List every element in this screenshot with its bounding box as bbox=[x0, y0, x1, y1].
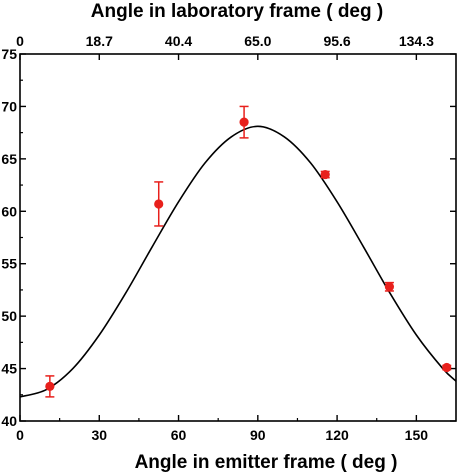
data-point bbox=[442, 362, 452, 373]
y-tick-label: 65 bbox=[1, 151, 17, 167]
y-tick-label: 50 bbox=[1, 308, 17, 324]
point-marker bbox=[442, 362, 452, 373]
data-points-layer bbox=[45, 105, 452, 398]
y-tick-label: 75 bbox=[1, 46, 17, 62]
y-tick-label: 45 bbox=[1, 361, 17, 377]
y-tick-label: 40 bbox=[1, 413, 17, 429]
top-tick-label: 18.7 bbox=[86, 33, 113, 49]
x-tick-label: 90 bbox=[250, 427, 266, 443]
top-tick-label: 65.0 bbox=[244, 33, 271, 49]
data-point bbox=[45, 375, 55, 398]
point-marker bbox=[45, 381, 55, 391]
x-tick-label: 120 bbox=[325, 427, 349, 443]
x-tick-label: 30 bbox=[91, 427, 107, 443]
point-marker bbox=[384, 282, 395, 292]
fit-curve bbox=[19, 125, 457, 398]
x-tick-label: 60 bbox=[171, 427, 187, 443]
axis-ticks: 0 30 60 90 120 150 0 18.7 40.4 65.0 95.6 134.3 40 45 5… bbox=[1, 33, 456, 443]
data-point bbox=[320, 169, 330, 180]
data-point bbox=[384, 281, 395, 292]
top-tick-label: 40.4 bbox=[165, 33, 192, 49]
top-tick-label: 95.6 bbox=[323, 33, 350, 49]
plot-area bbox=[19, 53, 457, 422]
y-tick-label: 60 bbox=[1, 203, 17, 219]
fit-curve-layer bbox=[19, 125, 457, 398]
top-axis-title: Angle in laboratory frame ( deg ) bbox=[91, 1, 383, 22]
data-point bbox=[239, 105, 249, 139]
x-axis-title: Angle in emitter frame ( deg ) bbox=[135, 452, 398, 473]
x-tick-label: 150 bbox=[405, 427, 429, 443]
point-marker bbox=[320, 169, 330, 180]
point-marker bbox=[239, 117, 249, 127]
top-tick-label: 134.3 bbox=[399, 33, 434, 49]
top-tick-label: 0 bbox=[16, 33, 24, 49]
y-tick-label: 55 bbox=[1, 256, 17, 272]
x-tick-label: 0 bbox=[16, 427, 24, 443]
point-marker bbox=[154, 199, 164, 209]
y-tick-label: 70 bbox=[1, 98, 17, 114]
data-point bbox=[154, 181, 164, 227]
